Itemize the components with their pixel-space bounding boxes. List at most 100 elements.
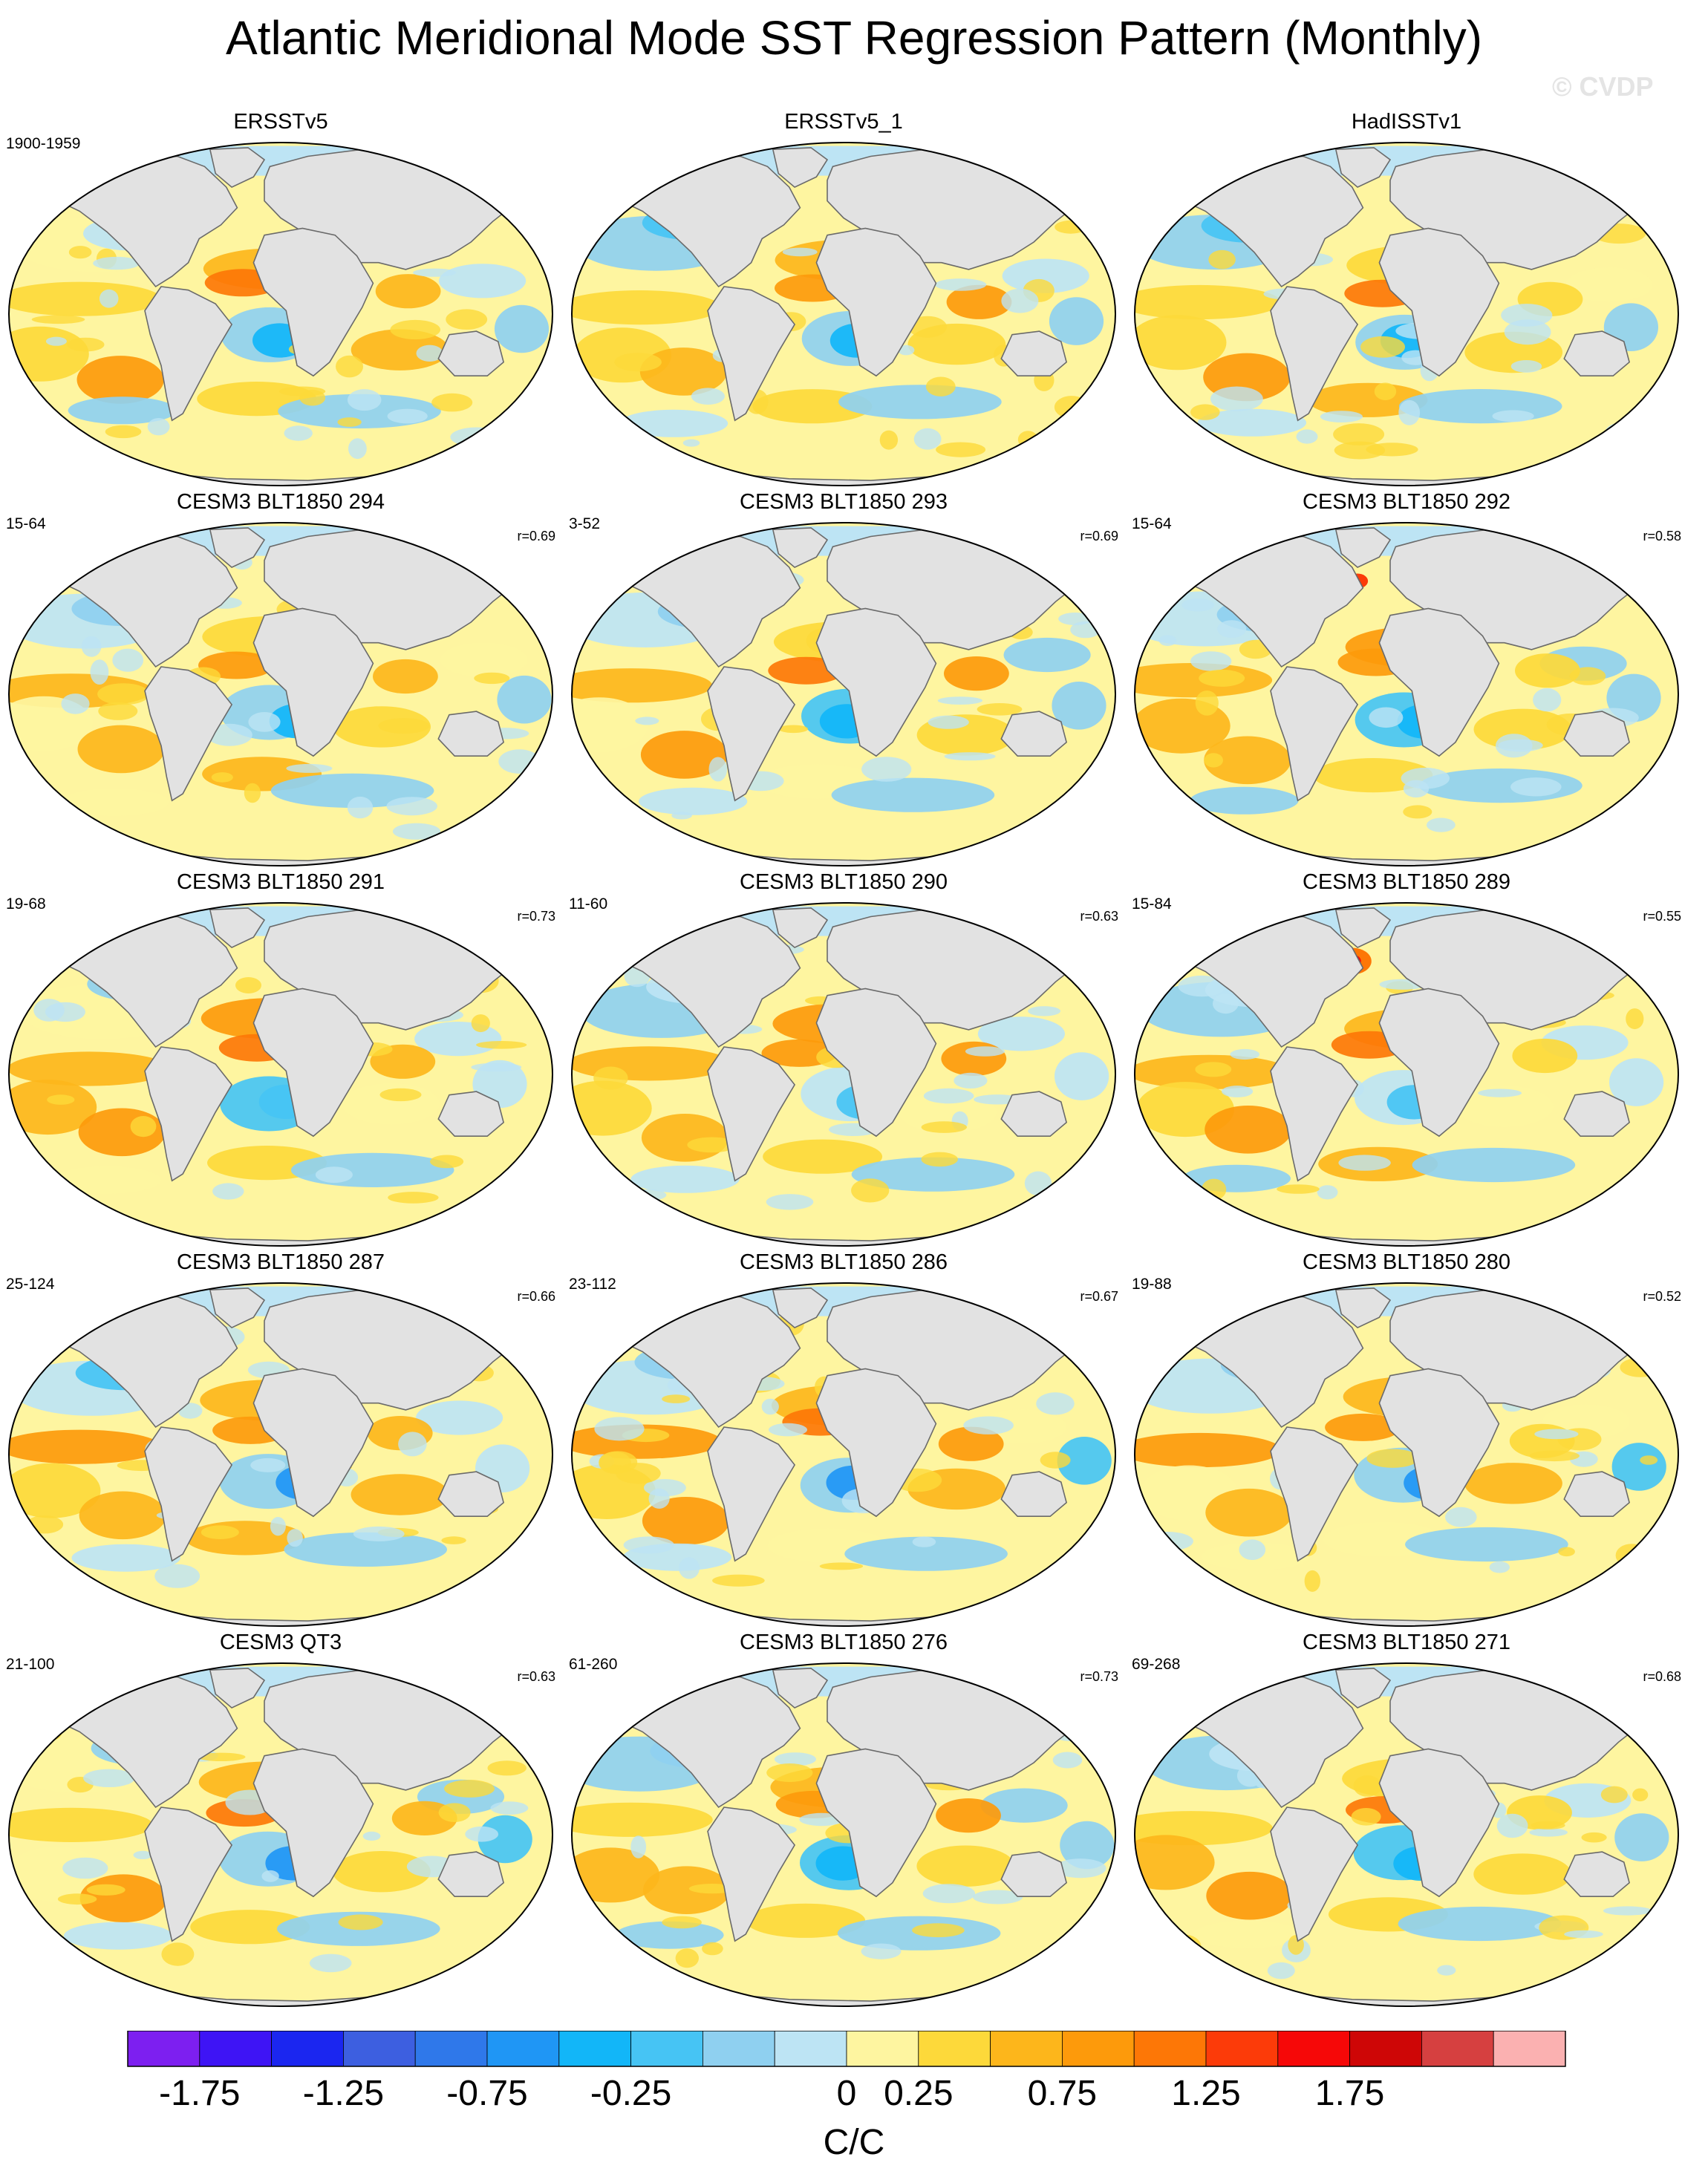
map-panel: CESM3 BLT1850 289 15-84 r=0.55 [1132,870,1681,1249]
map-panel: CESM3 BLT1850 287 25-124 r=0.66 [6,1250,555,1629]
colorbar-tick-label: -0.25 [590,2074,672,2113]
colorbar-swatch [630,2031,703,2067]
land-greenland [772,1668,829,1709]
land-samerica [1270,666,1359,802]
map-plot [571,522,1116,866]
colorbar-tick-label: 0.25 [884,2074,954,2113]
map-panel: CESM3 BLT1850 291 19-68 r=0.73 [6,870,555,1249]
panel-period: 21-100 [6,1656,55,1673]
map-panel: CESM3 BLT1850 290 11-60 r=0.63 [569,870,1118,1249]
land-samerica [707,1426,796,1562]
map-plot [8,1662,553,2007]
panel-title: CESM3 BLT1850 289 [1303,870,1510,894]
colorbar-swatch [1277,2031,1351,2067]
panel-period: 19-88 [1132,1276,1172,1293]
land-australia [1563,711,1631,757]
land-samerica [1270,1426,1359,1562]
panel-period: 1900-1959 [6,135,81,152]
colorbar-swatch [1133,2031,1207,2067]
map-panel: CESM3 BLT1850 276 61-260 r=0.73 [569,1631,1118,2009]
land-australia [1563,330,1631,377]
panel-title: CESM3 BLT1850 294 [177,490,385,514]
colorbar-tick-label: 1.25 [1171,2074,1241,2113]
panel-correlation: r=0.68 [1643,1669,1681,1684]
land-africa [815,988,937,1138]
land-australia [1563,1851,1631,1898]
map-panel: CESM3 QT3 21-100 r=0.63 [6,1631,555,2009]
panel-title: CESM3 BLT1850 280 [1303,1250,1510,1274]
colorbar [127,2031,1566,2067]
panel-period: 15-64 [1132,515,1172,532]
land-greenland [1334,527,1392,569]
map-panel: ERSSTv5 1900-1959 [6,110,555,489]
panel-correlation: r=0.63 [517,1669,555,1684]
land-africa [1378,227,1500,377]
map-panel: ERSSTv5_1 [569,110,1118,489]
land-greenland [209,147,266,189]
panel-period: 15-64 [6,515,46,532]
map-panel: HadISSTv1 [1132,110,1681,489]
land-greenland [209,527,266,569]
panel-title: CESM3 BLT1850 276 [740,1631,948,1654]
panel-title: ERSSTv5 [233,110,328,134]
land-samerica [1270,1806,1359,1942]
land-africa [815,227,937,377]
land-greenland [772,147,829,189]
land-africa [252,1368,374,1518]
land-australia [437,1471,505,1518]
colorbar-tick-label: 0.75 [1027,2074,1098,2113]
map-plot [1134,902,1679,1247]
panel-correlation: r=0.66 [517,1289,555,1304]
colorbar-swatch [1205,2031,1279,2067]
map-panel: CESM3 BLT1850 280 19-88 r=0.52 [1132,1250,1681,1629]
land-greenland [772,907,829,949]
land-samerica [144,286,233,422]
land-greenland [1334,1287,1392,1329]
land-africa [252,227,374,377]
land-samerica [144,666,233,802]
land-australia [1000,330,1068,377]
colorbar-swatch [199,2031,272,2067]
land-africa [252,607,374,757]
land-africa [1378,1368,1500,1518]
map-plot [8,142,553,486]
panel-correlation: r=0.73 [1080,1669,1118,1684]
colorbar-tick-label: -1.25 [302,2074,385,2113]
land-africa [252,1748,374,1898]
map-plot [571,1282,1116,1627]
land-samerica [707,1046,796,1182]
land-australia [1000,1851,1068,1898]
map-plot [1134,1282,1679,1627]
panel-period: 15-84 [1132,895,1172,913]
watermark: © CVDP [1552,71,1654,102]
land-australia [437,1091,505,1138]
land-australia [1000,1471,1068,1518]
panel-correlation: r=0.55 [1643,909,1681,924]
land-australia [1563,1471,1631,1518]
panel-title: CESM3 BLT1850 271 [1303,1631,1510,1654]
panel-title: CESM3 BLT1850 286 [740,1250,948,1274]
map-panel: CESM3 BLT1850 292 15-64 r=0.58 [1132,490,1681,869]
colorbar-tick-label: 1.75 [1314,2074,1385,2113]
map-plot [1134,1662,1679,2007]
colorbar-tick-label: -1.75 [159,2074,241,2113]
colorbar-swatch [1062,2031,1135,2067]
panel-title: CESM3 BLT1850 291 [177,870,385,894]
panel-title: CESM3 BLT1850 287 [177,1250,385,1274]
panel-period: 25-124 [6,1276,55,1293]
panel-period: 19-68 [6,895,46,913]
panel-period: 69-268 [1132,1656,1181,1673]
map-plot [1134,522,1679,866]
land-africa [252,988,374,1138]
land-greenland [1334,1668,1392,1709]
panel-title: ERSSTv5_1 [784,110,903,134]
map-plot [1134,142,1679,486]
colorbar-swatch [342,2031,416,2067]
map-plot [571,142,1116,486]
colorbar-swatch [846,2031,919,2067]
map-plot [8,1282,553,1627]
panel-correlation: r=0.69 [1080,529,1118,544]
land-australia [437,330,505,377]
land-samerica [707,666,796,802]
land-australia [1563,1091,1631,1138]
